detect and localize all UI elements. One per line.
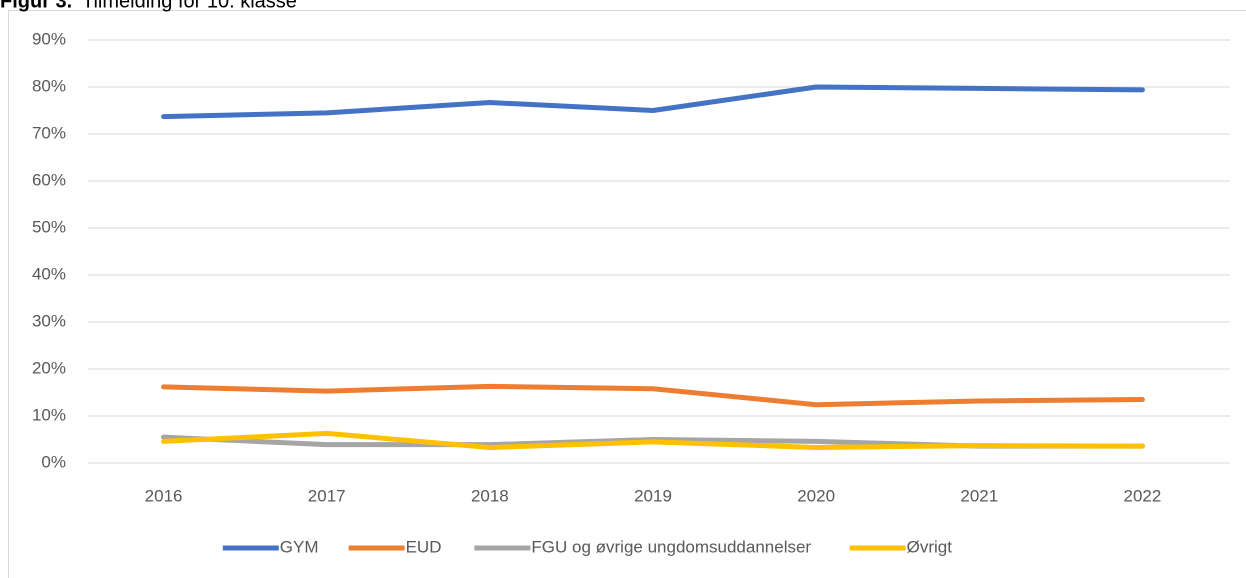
x-tick-label: 2018 — [471, 486, 509, 505]
x-tick-label: 2019 — [634, 486, 672, 505]
x-tick-label: 2017 — [308, 486, 346, 505]
legend-label: Øvrigt — [907, 537, 953, 556]
x-tick-label: 2021 — [960, 486, 998, 505]
y-tick-label: 40% — [32, 264, 66, 283]
y-tick-label: 20% — [32, 358, 66, 377]
series-line — [161, 430, 1145, 450]
y-tick-label: 90% — [32, 29, 66, 48]
x-tick-label: 2022 — [1124, 486, 1162, 505]
y-tick-label: 70% — [32, 123, 66, 142]
legend-label: EUD — [406, 537, 442, 556]
y-tick-label: 80% — [32, 76, 66, 95]
legend-label: FGU og øvrige ungdomsuddannelser — [531, 537, 811, 556]
y-tick-label: 30% — [32, 311, 66, 330]
chart-subtitle: Tilmelding for 10. klasse — [82, 0, 297, 12]
x-tick-label: 2016 — [145, 486, 183, 505]
series-line — [161, 383, 1145, 408]
chart-frame — [8, 10, 1246, 578]
series-line — [161, 84, 1145, 120]
chart-title: Figur 3. — [0, 0, 72, 12]
y-tick-label: 10% — [32, 405, 66, 424]
legend-label: GYM — [280, 537, 319, 556]
x-tick-label: 2020 — [797, 486, 835, 505]
y-tick-label: 0% — [41, 452, 66, 471]
y-tick-label: 60% — [32, 170, 66, 189]
y-tick-label: 50% — [32, 217, 66, 236]
